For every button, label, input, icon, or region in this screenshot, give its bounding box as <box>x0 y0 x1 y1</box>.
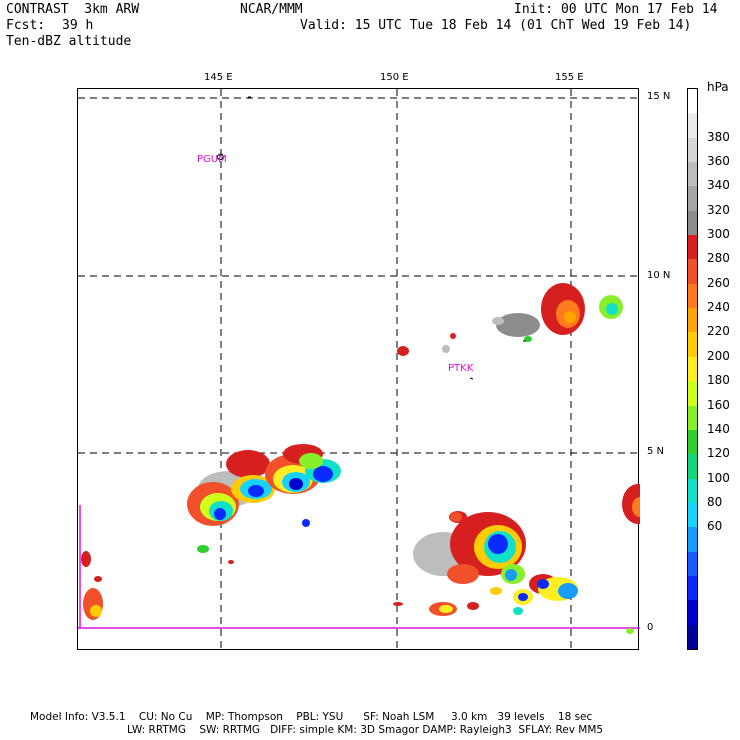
map-plot: PGUM PTKK <box>77 88 640 651</box>
lat-label-15: 15 N <box>647 91 671 102</box>
center-name: NCAR/MMM <box>240 2 303 17</box>
colorbar-label: 140 <box>707 421 730 436</box>
colorbar-segment <box>688 356 697 382</box>
lon-label-150: 150 E <box>380 72 409 83</box>
colorbar-segment <box>688 210 697 236</box>
colorbar-label: 160 <box>707 397 730 412</box>
colorbar-label: 100 <box>707 470 730 485</box>
valid-time: Valid: 15 UTC Tue 18 Feb 14 (01 ChT Wed … <box>300 18 692 33</box>
colorbar-segment <box>688 283 697 309</box>
colorbar-segment <box>688 551 697 577</box>
colorbar-segment <box>688 162 697 187</box>
fcst-label: Fcst: <box>6 18 46 33</box>
colorbar-segment <box>688 527 697 553</box>
colorbar-segment <box>688 429 697 455</box>
colorbar-segment <box>688 332 697 358</box>
colorbar-segment <box>688 600 697 626</box>
lat-lon-grid <box>78 89 640 651</box>
colorbar-label: 80 <box>707 494 723 509</box>
colorbar-label: 60 <box>707 519 723 534</box>
guam-island-outline <box>216 153 224 161</box>
colorbar-label: 380 <box>707 129 730 144</box>
colorbar-segment <box>688 137 697 163</box>
colorbar-unit: hPa <box>707 80 729 94</box>
init-time: Init: 00 UTC Mon 17 Feb 14 <box>514 2 718 17</box>
station-label-pgum: PGUM <box>197 154 227 165</box>
colorbar-label: 260 <box>707 275 730 290</box>
colorbar <box>687 88 698 650</box>
map-canvas: PGUM PTKK <box>78 89 640 651</box>
colorbar-segment <box>688 89 697 114</box>
colorbar-label: 180 <box>707 373 730 388</box>
echo-cluster-southeast <box>413 512 578 616</box>
colorbar-label: 240 <box>707 300 730 315</box>
colorbar-label: 320 <box>707 202 730 217</box>
colorbar-segment <box>688 259 697 285</box>
colorbar-segment <box>688 405 697 431</box>
colorbar-segment <box>688 575 697 601</box>
chuuk-island-outline <box>469 377 474 380</box>
model-title: CONTRAST 3km ARW <box>6 2 140 17</box>
colorbar-label: 200 <box>707 348 730 363</box>
echo-cluster-northeast <box>492 283 640 524</box>
colorbar-segment <box>688 454 697 480</box>
colorbar-segment <box>688 502 697 528</box>
colorbar-label: 360 <box>707 154 730 169</box>
lat-label-5: 5 N <box>647 446 665 457</box>
domain-boundary <box>78 505 640 629</box>
colorbar-label: 280 <box>707 251 730 266</box>
fcst-value: 39 h <box>62 18 94 33</box>
colorbar-segment <box>688 113 697 139</box>
colorbar-label: 220 <box>707 324 730 339</box>
colorbar-label: 340 <box>707 178 730 193</box>
field-name: Ten-dBZ altitude <box>6 34 132 49</box>
colorbar-segment <box>688 478 697 504</box>
colorbar-segment <box>688 186 697 212</box>
colorbar-segment <box>688 235 697 260</box>
colorbar-label: 300 <box>707 227 730 242</box>
echo-cluster-west <box>187 450 275 553</box>
lat-label-0: 0 <box>647 622 654 633</box>
lat-label-10: 10 N <box>647 270 671 281</box>
footer-model-info: Model Info: V3.5.1 CU: No Cu MP: Thompso… <box>30 711 593 723</box>
colorbar-segment <box>688 381 697 407</box>
footer-model-info-2: LW: RRTMG SW: RRTMG DIFF: simple KM: 3D … <box>127 724 604 736</box>
echo-cluster-center <box>265 444 341 527</box>
lon-label-145: 145 E <box>204 72 233 83</box>
colorbar-segment <box>688 308 697 333</box>
lon-label-155: 155 E <box>555 72 584 83</box>
colorbar-segment <box>688 624 697 650</box>
station-label-ptkk: PTKK <box>448 363 474 374</box>
colorbar-label: 120 <box>707 446 730 461</box>
